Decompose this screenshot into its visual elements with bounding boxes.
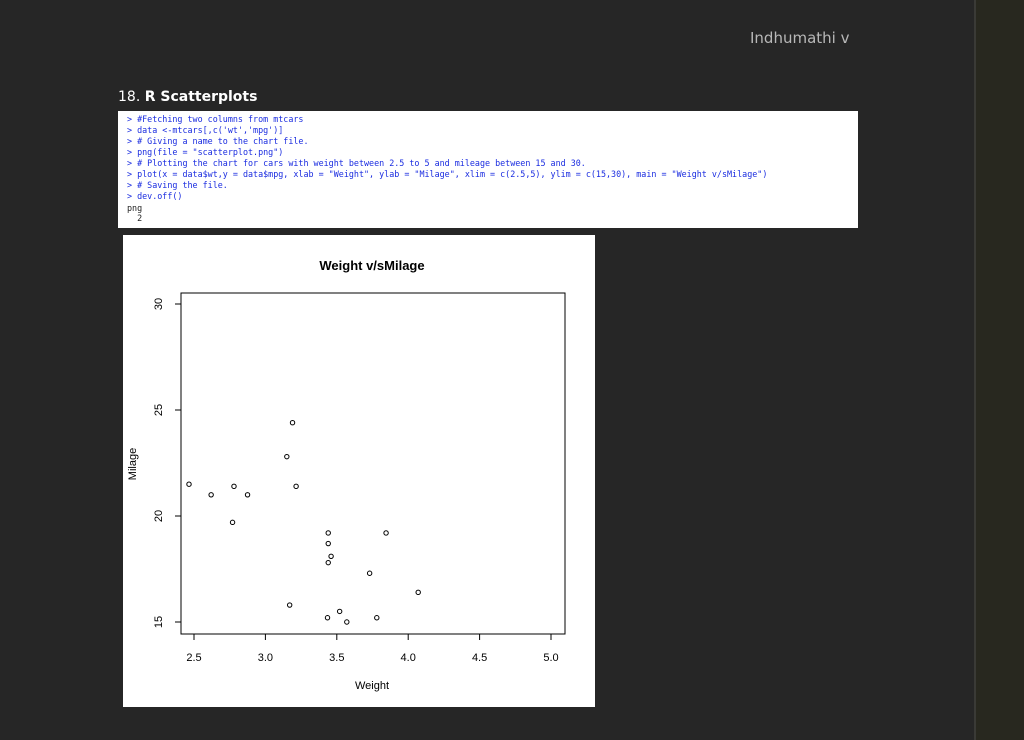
x-tick-label: 4.5 [472,652,487,664]
data-point [366,570,373,576]
data-point [244,492,251,498]
code-line: > # Saving the file. [127,180,228,190]
data-point [231,483,237,490]
y-tick-label: 30 [153,298,165,310]
data-point [186,481,192,487]
code-line: > dev.off() [127,191,183,201]
code-output-line: png [127,203,143,213]
data-point [229,519,236,526]
y-tick-label: 15 [153,616,165,628]
data-point [293,483,299,490]
data-points [186,420,421,625]
author-name: Indhumathi v [750,29,850,47]
data-point [286,602,293,608]
data-point [325,540,331,547]
chart-svg: Weight v/sMilage 2.5 3.0 3.5 4.0 4.5 5.0 15 20… [127,258,566,692]
x-axis: 2.5 3.0 3.5 4.0 4.5 5.0 [186,634,559,664]
x-tick-label: 5.0 [543,652,558,664]
y-axis-label: Milage [127,448,139,480]
code-line: > data <-mtcars[,c('wt','mpg')] [127,125,284,135]
data-point [289,420,296,426]
y-tick-label: 25 [153,404,165,416]
code-line: > png(file = "scatterplot.png") [127,147,284,157]
data-point [344,619,350,625]
code-output-line: 2 [127,213,143,223]
x-tick-label: 4.0 [401,652,416,664]
data-point [328,553,334,559]
code-line: > # Plotting the chart for cars with wei… [127,158,586,168]
chart-title: Weight v/sMilage [319,258,424,273]
data-point [208,492,214,498]
x-tick-label: 3.5 [329,652,344,664]
data-point [284,453,290,460]
x-tick-label: 3.0 [258,652,273,664]
data-point [336,608,343,615]
y-tick-label: 20 [153,510,165,522]
code-line: > #Fetching two columns from mtcars [127,114,304,124]
code-block: > #Fetching two columns from mtcars > da… [118,111,858,228]
data-point [324,615,331,621]
page-edge [974,0,976,740]
data-point [325,559,331,566]
document-page: Indhumathi v 18. R Scatterplots > #Fetch… [118,29,858,707]
scatter-chart: Weight v/sMilage 2.5 3.0 3.5 4.0 4.5 5.0 15 20… [123,235,595,707]
data-point [325,530,331,536]
code-line: > # Giving a name to the chart file. [127,136,309,146]
x-axis-label: Weight [355,680,389,692]
section-heading: 18. R Scatterplots [118,89,257,105]
section-title: R Scatterplots [144,89,258,105]
section-number: 18. [118,89,141,105]
plot-frame [180,292,566,635]
x-tick-label: 2.5 [186,652,201,664]
data-point [374,615,380,621]
code-line: > plot(x = data$wt,y = data$mpg, xlab = … [127,169,768,179]
side-panel [976,0,1024,740]
data-point [415,589,421,596]
y-axis: 15 20 25 30 [153,298,181,628]
data-point [383,530,389,536]
